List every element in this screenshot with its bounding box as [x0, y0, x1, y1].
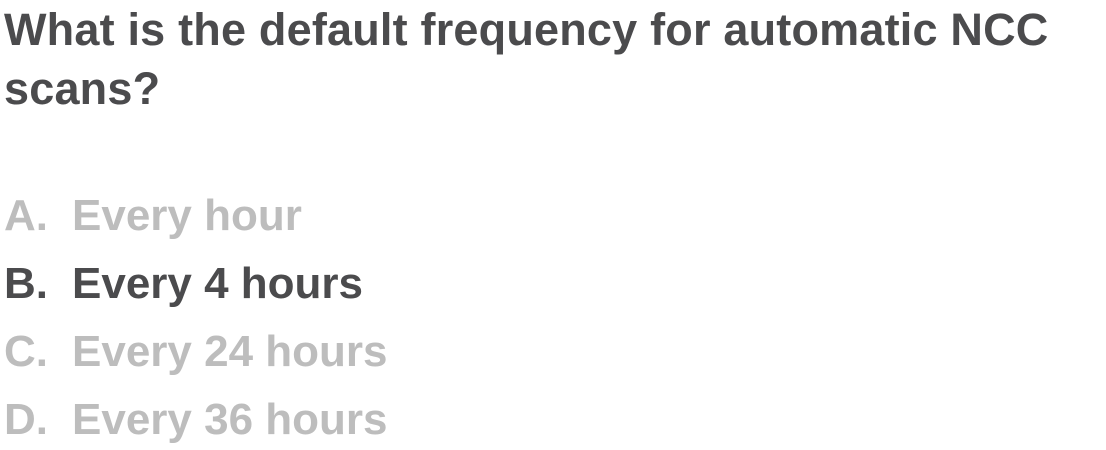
answer-options-list: A. Every hour B. Every 4 hours C. Every … — [4, 187, 388, 450]
answer-option-a[interactable]: A. Every hour — [4, 187, 388, 255]
answer-option-b[interactable]: B. Every 4 hours — [4, 255, 388, 323]
option-text: Every 4 hours — [72, 259, 364, 308]
answer-option-d[interactable]: D. Every 36 hours — [4, 391, 388, 450]
option-text: Every 36 hours — [72, 395, 388, 444]
option-text: Every hour — [72, 191, 302, 240]
option-letter: A. — [4, 191, 48, 240]
answer-option-c[interactable]: C. Every 24 hours — [4, 323, 388, 391]
question-text: What is the default frequency for automa… — [4, 4, 1049, 114]
option-letter: B. — [4, 259, 48, 308]
option-letter: D. — [4, 395, 48, 444]
option-letter: C. — [4, 327, 48, 376]
option-text: Every 24 hours — [72, 327, 388, 376]
